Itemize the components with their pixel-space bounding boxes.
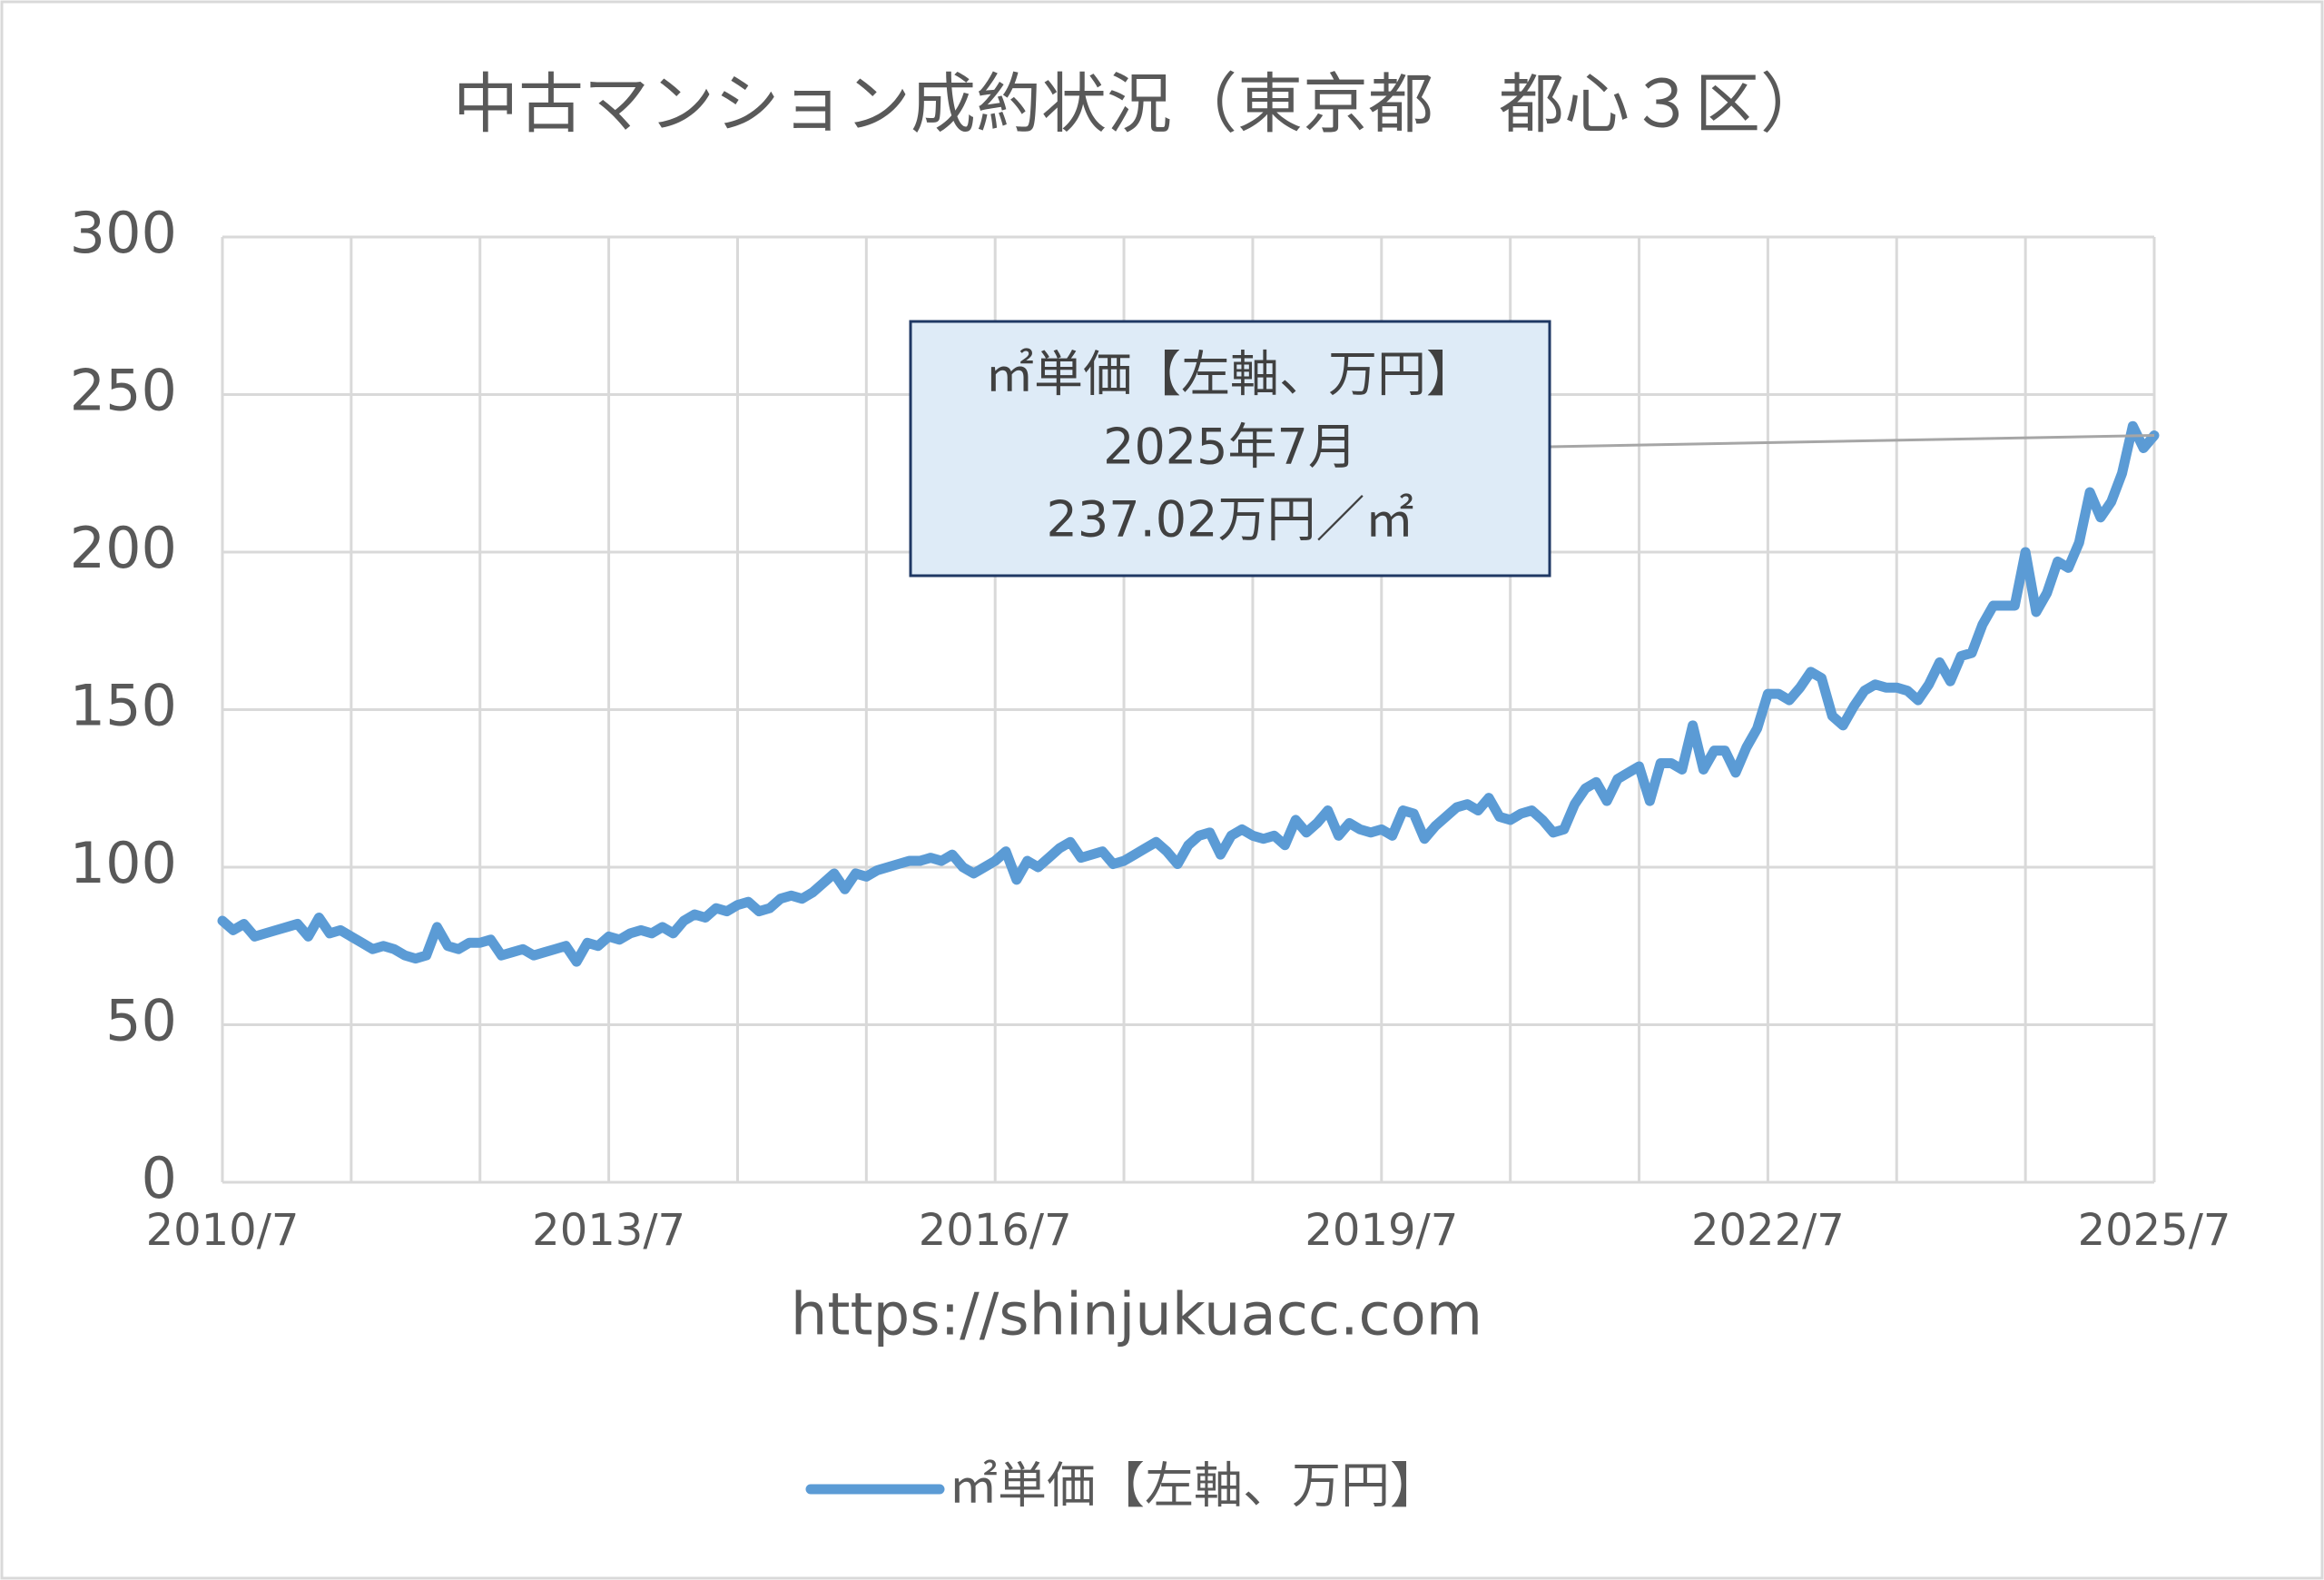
y-tick-label: 250 — [70, 358, 177, 424]
x-tick-label: 2022/7 — [1691, 1205, 1845, 1256]
legend-label: ㎡単価【左軸、万円】 — [949, 1457, 1439, 1515]
callout-text: 2025年7月 — [1103, 419, 1357, 476]
callout-box — [909, 320, 1551, 578]
x-tick-label: 2013/7 — [532, 1205, 685, 1256]
y-tick-label: 150 — [70, 673, 177, 739]
x-axis-label: https://shinjukuacc.com — [791, 1282, 1482, 1349]
x-tick-label: 2010/7 — [146, 1205, 300, 1256]
x-tick-label: 2016/7 — [919, 1205, 1072, 1256]
callout-text: ㎡単価【左軸、万円】 — [985, 346, 1475, 403]
callout-leader — [1549, 434, 2155, 449]
x-tick-label: 2025/7 — [2078, 1205, 2231, 1256]
y-tick-label: 100 — [70, 830, 177, 896]
chart-title: 中古マンション成約状況（東京都 都心３区） — [453, 66, 1826, 143]
y-tick-label: 0 — [142, 1145, 177, 1211]
y-tick-label: 50 — [105, 988, 177, 1054]
y-tick-label: 200 — [70, 515, 177, 581]
x-tick-label: 2019/7 — [1305, 1205, 1458, 1256]
y-tick-label: 300 — [70, 200, 177, 266]
callout-text: 237.02万円／㎡ — [1047, 491, 1414, 548]
data-line — [217, 420, 2160, 967]
